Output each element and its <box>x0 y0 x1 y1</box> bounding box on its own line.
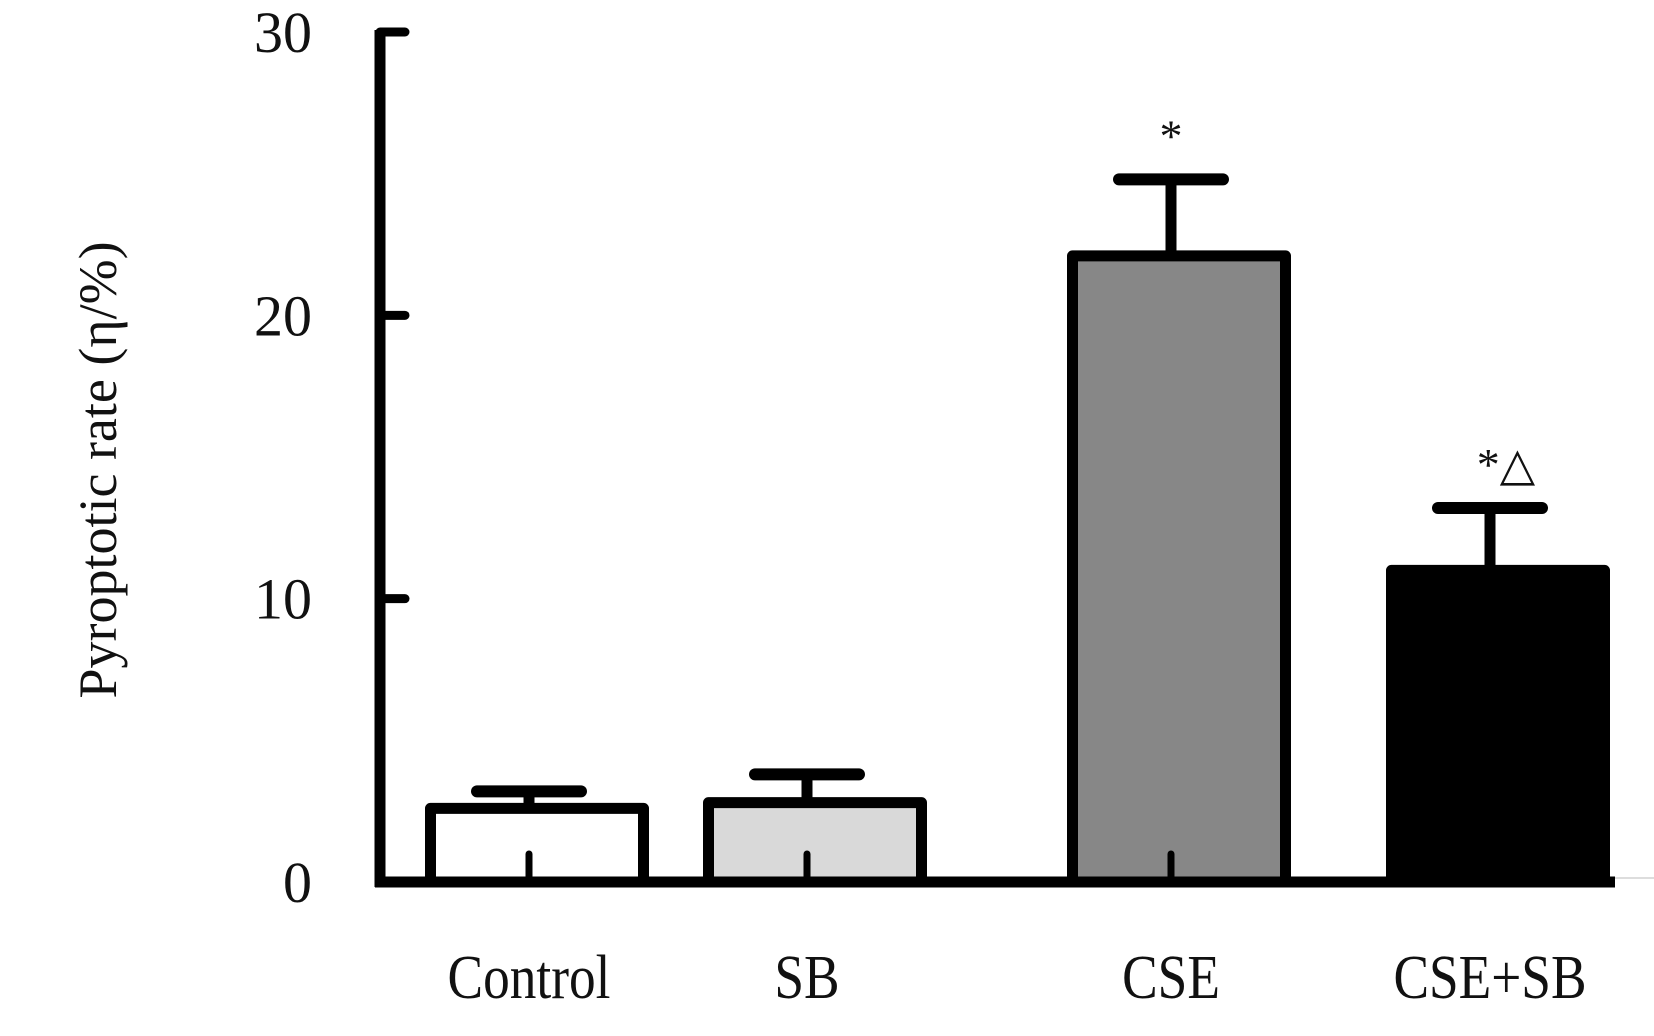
bar-cse-sb <box>1386 564 1610 888</box>
bars <box>425 250 1610 888</box>
x-tick-label: SB <box>774 942 839 1012</box>
significance-annotation: * <box>1160 110 1183 161</box>
x-tick-label: CSE <box>1122 942 1220 1012</box>
bar-sb <box>703 797 927 888</box>
bar-cse <box>1067 250 1291 888</box>
y-tick-label: 0 <box>283 850 312 915</box>
x-tick-labels: Control SB CSE CSE+SB <box>448 942 1587 1012</box>
bar-control <box>425 802 649 888</box>
significance-annotations: * *△ <box>1160 110 1536 490</box>
y-axis-label: Pyroptotic rate (η/%) <box>68 241 128 698</box>
error-bars <box>471 173 1548 809</box>
y-tick-label: 10 <box>254 567 312 632</box>
y-tick-labels: 0 10 20 30 <box>254 0 312 915</box>
y-tick-label: 20 <box>254 283 312 348</box>
x-tick-label: Control <box>448 942 611 1012</box>
x-tick-label: CSE+SB <box>1393 942 1586 1012</box>
y-tick-label: 30 <box>254 0 312 65</box>
significance-annotation: *△ <box>1477 439 1536 490</box>
